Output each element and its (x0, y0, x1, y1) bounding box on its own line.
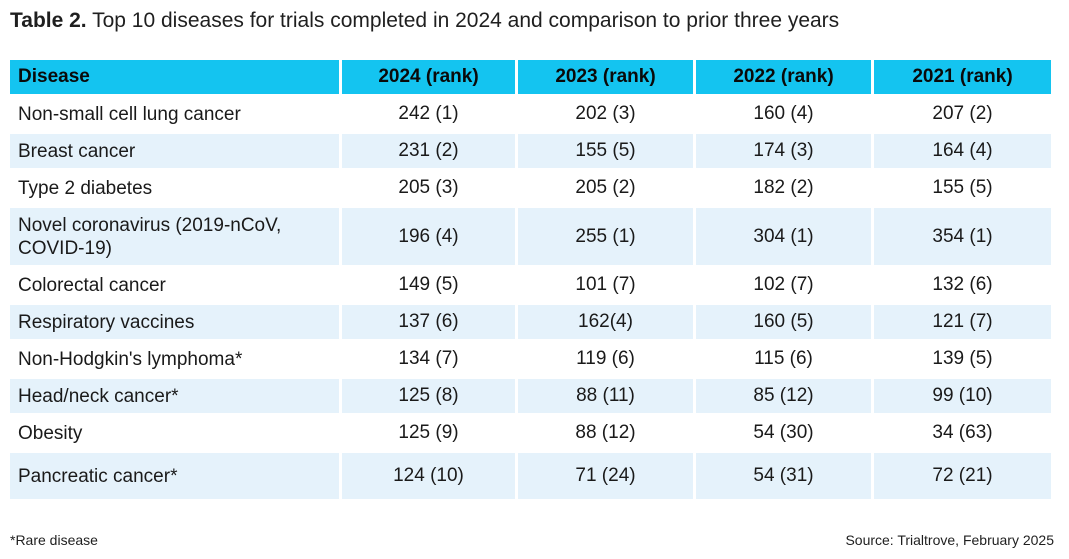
value-cell-2021: 121 (7) (874, 305, 1051, 342)
disease-cell: Respiratory vaccines (10, 305, 342, 342)
table-row: Breast cancer 231 (2) 155 (5) 174 (3) 16… (10, 134, 1051, 171)
table-title-text: Top 10 diseases for trials completed in … (92, 9, 840, 32)
value-cell-2024: 137 (6) (342, 305, 518, 342)
table-row: Non-small cell lung cancer 242 (1) 202 (… (10, 97, 1051, 134)
disease-cell: Novel coronavirus (2019-nCoV, COVID-19) (10, 208, 342, 268)
disease-cell: Head/neck cancer* (10, 379, 342, 416)
disease-cell: Pancreatic cancer* (10, 453, 342, 502)
value-cell-2022: 160 (4) (696, 97, 874, 134)
table-row: Respiratory vaccines 137 (6) 162(4) 160 … (10, 305, 1051, 342)
value-cell-2022: 182 (2) (696, 171, 874, 208)
value-cell-2024: 125 (8) (342, 379, 518, 416)
value-cell-2021: 139 (5) (874, 342, 1051, 379)
value-cell-2024: 124 (10) (342, 453, 518, 502)
value-cell-2023: 255 (1) (518, 208, 696, 268)
disease-cell: Non-small cell lung cancer (10, 97, 342, 134)
table-row: Pancreatic cancer* 124 (10) 71 (24) 54 (… (10, 453, 1051, 502)
value-cell-2021: 354 (1) (874, 208, 1051, 268)
table-body: Non-small cell lung cancer 242 (1) 202 (… (10, 97, 1051, 502)
footnote-rare-disease: *Rare disease (10, 532, 98, 548)
value-cell-2021: 34 (63) (874, 416, 1051, 453)
column-header-2023: 2023 (rank) (518, 60, 696, 97)
value-cell-2022: 174 (3) (696, 134, 874, 171)
table-title: Table 2. Top 10 diseases for trials comp… (10, 6, 839, 36)
value-cell-2024: 149 (5) (342, 268, 518, 305)
value-cell-2024: 134 (7) (342, 342, 518, 379)
value-cell-2024: 125 (9) (342, 416, 518, 453)
value-cell-2021: 164 (4) (874, 134, 1051, 171)
disease-cell: Breast cancer (10, 134, 342, 171)
value-cell-2021: 132 (6) (874, 268, 1051, 305)
disease-cell: Non-Hodgkin's lymphoma* (10, 342, 342, 379)
column-header-disease: Disease (10, 60, 342, 97)
value-cell-2024: 231 (2) (342, 134, 518, 171)
disease-cell: Colorectal cancer (10, 268, 342, 305)
value-cell-2023: 162(4) (518, 305, 696, 342)
column-header-2021: 2021 (rank) (874, 60, 1051, 97)
column-header-2024: 2024 (rank) (342, 60, 518, 97)
table-header: Disease 2024 (rank) 2023 (rank) 2022 (ra… (10, 60, 1051, 97)
table-row: Head/neck cancer* 125 (8) 88 (11) 85 (12… (10, 379, 1051, 416)
table-row: Obesity 125 (9) 88 (12) 54 (30) 34 (63) (10, 416, 1051, 453)
value-cell-2023: 88 (11) (518, 379, 696, 416)
value-cell-2023: 88 (12) (518, 416, 696, 453)
value-cell-2022: 160 (5) (696, 305, 874, 342)
value-cell-2022: 115 (6) (696, 342, 874, 379)
value-cell-2022: 304 (1) (696, 208, 874, 268)
value-cell-2022: 102 (7) (696, 268, 874, 305)
header-row: Disease 2024 (rank) 2023 (rank) 2022 (ra… (10, 60, 1051, 97)
table-row: Novel coronavirus (2019-nCoV, COVID-19) … (10, 208, 1051, 268)
table-number-label: Table 2. (10, 9, 87, 32)
value-cell-2023: 71 (24) (518, 453, 696, 502)
value-cell-2024: 205 (3) (342, 171, 518, 208)
value-cell-2023: 119 (6) (518, 342, 696, 379)
value-cell-2023: 101 (7) (518, 268, 696, 305)
column-header-2022: 2022 (rank) (696, 60, 874, 97)
value-cell-2024: 196 (4) (342, 208, 518, 268)
table-row: Colorectal cancer 149 (5) 101 (7) 102 (7… (10, 268, 1051, 305)
value-cell-2023: 205 (2) (518, 171, 696, 208)
source-note: Source: Trialtrove, February 2025 (845, 532, 1054, 548)
value-cell-2022: 54 (30) (696, 416, 874, 453)
value-cell-2021: 72 (21) (874, 453, 1051, 502)
value-cell-2021: 207 (2) (874, 97, 1051, 134)
value-cell-2024: 242 (1) (342, 97, 518, 134)
value-cell-2022: 54 (31) (696, 453, 874, 502)
table-row: Non-Hodgkin's lymphoma* 134 (7) 119 (6) … (10, 342, 1051, 379)
value-cell-2023: 155 (5) (518, 134, 696, 171)
value-cell-2021: 99 (10) (874, 379, 1051, 416)
diseases-table: Disease 2024 (rank) 2023 (rank) 2022 (ra… (10, 60, 1051, 502)
disease-cell: Obesity (10, 416, 342, 453)
disease-cell: Type 2 diabetes (10, 171, 342, 208)
value-cell-2021: 155 (5) (874, 171, 1051, 208)
value-cell-2023: 202 (3) (518, 97, 696, 134)
table-row: Type 2 diabetes 205 (3) 205 (2) 182 (2) … (10, 171, 1051, 208)
value-cell-2022: 85 (12) (696, 379, 874, 416)
